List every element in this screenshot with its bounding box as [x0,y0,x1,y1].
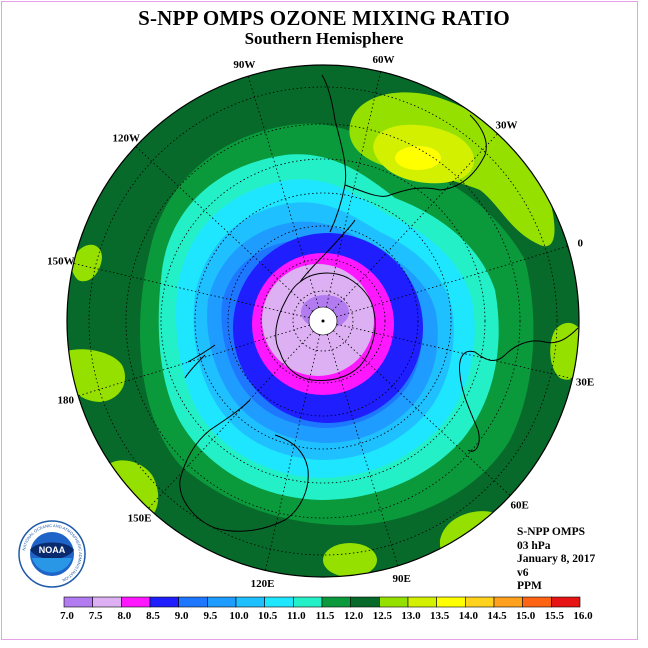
info-pressure: 03 hPa [517,539,551,552]
colorbar-swatches [63,596,581,608]
meridian-lines [73,71,573,571]
meridian-line [336,323,573,379]
meridian-line [148,330,314,509]
longitude-label: 90E [392,573,410,585]
colorbar-label: 14.5 [487,610,507,622]
logo-gull-icon [30,542,74,559]
info-units: PPM [517,580,542,592]
colorbar-swatch [522,596,552,608]
colorbar-label: 13.5 [430,610,450,622]
colorbar-swatch [92,596,122,608]
meridian-line [78,324,310,397]
coastlines [179,74,579,532]
meridian-line [247,76,320,308]
colorbar-swatch [379,596,409,608]
colorbar-swatch [350,596,380,608]
subtitle: Southern Hemisphere [244,29,404,48]
colorbar-label: 10.5 [258,610,278,622]
colorbar-label: 8.5 [146,610,160,622]
colorbar-label: 7.0 [60,610,74,622]
colorbar-swatch [121,596,151,608]
figure-frame [1,1,638,640]
colorbar-labels: 7.0 7.5 8.0 8.5 9.0 9.5 10.0 10.5 11.0 11.5 12.0 12… [60,610,593,622]
main-title: S-NPP OMPS OZONE MIXING RATIO [138,6,510,30]
longitude-label: 30E [576,377,594,389]
high-upper-right-peak [395,146,441,170]
logo-text: NOAA [39,545,66,555]
colorbar-swatch [551,596,581,608]
colorbar-swatch [235,596,265,608]
south-america-coast [321,74,487,233]
longitude-label: 150W [47,255,75,267]
colorbar-label: 9.0 [175,610,189,622]
info-date: January 8, 2017 [517,553,596,565]
meridian-line [332,133,498,312]
noaa-logo: NOAA NATIONAL OCEANIC AND ATMOSPHERIC AD… [18,520,86,588]
colorbar-label: 8.0 [117,610,131,622]
info-version: v6 [517,566,529,579]
colorbar-label: 9.5 [203,610,217,622]
meridian-line [336,245,568,318]
colorbar-label: 15.0 [516,610,536,622]
meridian-line [265,334,321,571]
colorbar-label: 13.0 [401,610,421,622]
colorbar-swatch [436,596,466,608]
longitude-label: 60W [373,54,395,66]
longitude-label: 30W [495,119,517,131]
colorbar-label: 11.5 [316,610,335,622]
australia-coast [179,399,309,532]
colorbar-swatch [465,596,495,608]
new-zealand-coast [184,344,216,379]
colorbar-label: 7.5 [89,610,103,622]
colorbar-label: 15.5 [545,610,565,622]
colorbar-swatch [493,596,523,608]
colorbar-label: 16.0 [573,610,593,622]
colorbar-label: 12.0 [344,610,364,622]
colorbar-label: 12.5 [373,610,393,622]
meridian-line [73,263,310,319]
colorbar-swatch [264,596,294,608]
colorbar-label: 10.0 [229,610,249,622]
africa-coast [459,327,579,452]
info-satellite: S-NPP OMPS [517,526,586,538]
meridian-line [332,330,511,496]
longitude-labels: 90W 60W 30W 0 30E 60E 90E 120E 150E 180 150W 120W [47,54,594,590]
colorbar-swatch [207,596,237,608]
colorbar-swatch [321,596,351,608]
colorbar-swatch [149,596,179,608]
logo-lower [32,558,72,573]
longitude-label: 0 [577,237,583,249]
colorbar-label: 14.0 [459,610,479,622]
info-block: S-NPP OMPS 03 hPa January 8, 2017 v6 PPM [517,526,595,594]
longitude-label: 60E [511,499,529,511]
longitude-label: 90W [233,59,255,71]
graticule [88,86,558,556]
longitude-label: 150E [128,513,152,525]
longitude-label: 180 [58,395,75,407]
antarctica-coast [275,272,376,381]
colorbar-swatch [407,596,437,608]
map-border [66,64,580,578]
meridian-line [135,146,314,312]
meridian-line [326,334,399,566]
antarctic-peninsula [299,219,356,283]
longitude-label: 120W [113,133,141,145]
pole-marker [321,319,325,323]
longitude-label: 120E [251,578,275,590]
colorbar-label: 11.0 [287,610,306,622]
meridian-line [325,71,381,308]
high-bottom [323,543,377,577]
colorbar-swatch [293,596,323,608]
colorbar-swatch [63,596,93,608]
colorbar-swatch [178,596,208,608]
